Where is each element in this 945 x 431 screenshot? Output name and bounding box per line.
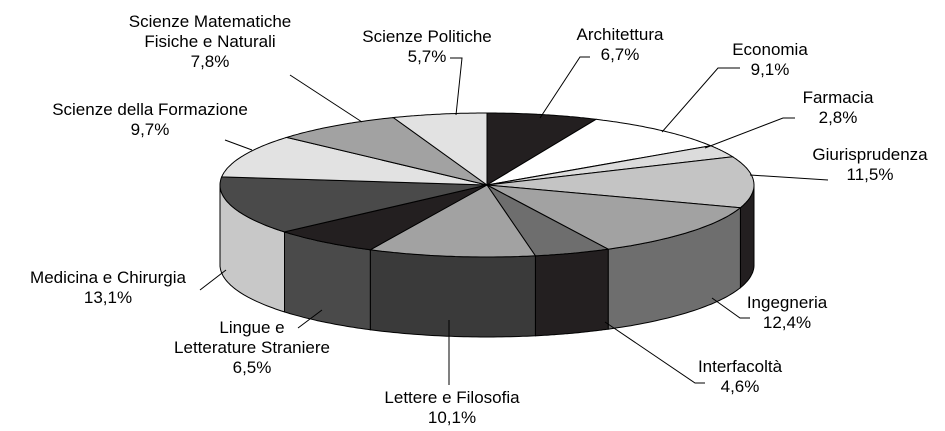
slice — [220, 136, 488, 186]
category-label: Giurisprudenza — [812, 145, 928, 164]
value-label: 6,7% — [600, 45, 640, 64]
leader-line — [539, 56, 590, 119]
value-label: 12,4% — [762, 313, 812, 332]
value-label: 9,7% — [130, 120, 170, 139]
slice-label: Medicina e Chirurgia 13,1% — [30, 268, 186, 308]
category-label: Scienze Politiche — [362, 27, 492, 46]
value-label: 9,1% — [750, 60, 790, 79]
leader-line — [711, 297, 750, 319]
leader-line — [450, 57, 463, 116]
category-label: Interfacoltà — [697, 357, 783, 376]
value-label: 10,1% — [427, 408, 477, 427]
value-label: 5,7% — [407, 47, 447, 66]
leader-line — [604, 321, 705, 384]
slice-label: Economia 9,1% — [732, 40, 808, 80]
slice-label: Farmacia 2,8% — [803, 88, 874, 128]
value-label: 11,5% — [846, 165, 894, 184]
leader-line — [297, 309, 323, 329]
category-label: Lettere e Filosofia — [384, 388, 520, 407]
slice — [486, 156, 755, 209]
slice-label: Lettere e Filosofia 10,1% — [384, 388, 519, 428]
leader-line — [224, 139, 253, 151]
slice-label: Architettura 6,7% — [577, 25, 664, 65]
slice — [368, 184, 537, 258]
slice-label: Lingue e Letterature Straniere 6,5% — [174, 318, 330, 378]
slice-label: Scienze Matematiche Fisiche e Naturali 7,… — [129, 12, 292, 72]
slice — [486, 184, 610, 257]
slice — [486, 184, 742, 250]
slice — [486, 145, 735, 186]
leader-line — [199, 269, 227, 291]
category-label: Scienze della Formazione — [52, 100, 248, 119]
slice — [219, 176, 488, 233]
slice — [392, 112, 488, 186]
category-label: Farmacia — [802, 88, 874, 107]
value-label: 6,5% — [232, 358, 272, 377]
category-label: Architettura — [576, 25, 664, 44]
category-label: Scienze Matematiche Fisiche e Naturali — [128, 12, 292, 51]
category-label: Lingue e Letterature Straniere — [174, 318, 330, 357]
slice-label: Ingegneria 12,4% — [747, 293, 827, 333]
value-label: 13,1% — [83, 288, 133, 307]
category-label: Medicina e Chirurgia — [30, 268, 186, 287]
leader-line — [289, 74, 363, 123]
slice — [282, 184, 488, 251]
slice-label: Scienze Politiche 5,7% — [362, 27, 491, 67]
slice-label: Interfacoltà 4,6% — [698, 357, 782, 397]
value-label: 2,8% — [818, 108, 858, 127]
value-label: 7,8% — [190, 52, 230, 71]
category-label: Ingegneria — [746, 293, 828, 312]
leader-line — [704, 117, 795, 149]
value-label: 4,6% — [720, 377, 760, 396]
slice — [284, 117, 488, 186]
slice-label: Giurisprudenza 11,5% — [812, 145, 927, 185]
slice-side — [534, 248, 609, 337]
leader-line — [661, 67, 740, 133]
category-label: Economia — [732, 40, 808, 59]
slice-label: Scienze della Formazione 9,7% — [52, 100, 248, 140]
leader-line — [749, 174, 829, 181]
slice-side — [369, 249, 536, 338]
slice — [486, 118, 713, 186]
